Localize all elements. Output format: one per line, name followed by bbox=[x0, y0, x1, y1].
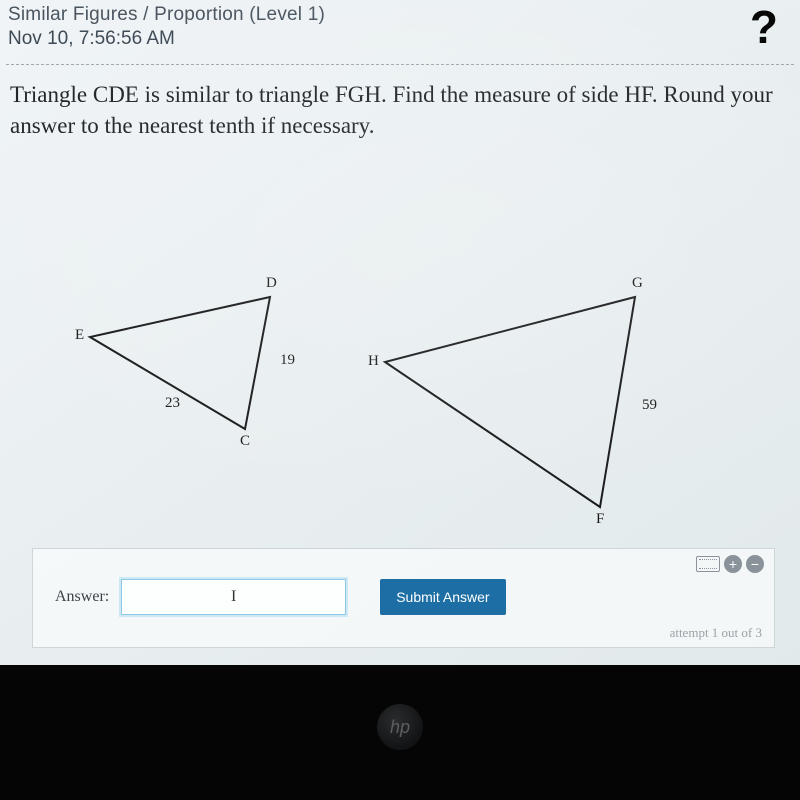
hp-logo-icon: hp bbox=[377, 704, 423, 750]
breadcrumb: Similar Figures / Proportion (Level 1) bbox=[8, 4, 792, 26]
screen: Similar Figures / Proportion (Level 1) N… bbox=[0, 0, 800, 800]
timestamp: Nov 10, 7:56:56 AM bbox=[8, 28, 792, 50]
side-label-ec: 23 bbox=[165, 395, 180, 412]
section-divider bbox=[6, 64, 794, 65]
attempt-counter: attempt 1 out of 3 bbox=[670, 625, 762, 641]
panel-tools: + − bbox=[696, 555, 764, 573]
zoom-in-icon[interactable]: + bbox=[724, 555, 742, 573]
vertex-label-g: G bbox=[632, 275, 643, 292]
vertex-label-c: C bbox=[240, 433, 250, 450]
answer-panel: + − Answer: Submit Answer attempt 1 out … bbox=[32, 548, 775, 648]
side-label-dc: 19 bbox=[280, 352, 295, 369]
help-icon[interactable]: ? bbox=[750, 0, 778, 54]
keyboard-icon[interactable] bbox=[696, 556, 720, 572]
triangle-cde bbox=[0, 147, 800, 547]
answer-row: Answer: Submit Answer bbox=[33, 549, 774, 615]
figure-area: D E C 19 23 G H F 59 bbox=[0, 147, 800, 447]
page-header: Similar Figures / Proportion (Level 1) N… bbox=[0, 0, 800, 56]
vertex-label-e: E bbox=[75, 327, 84, 344]
zoom-out-icon[interactable]: − bbox=[746, 555, 764, 573]
vertex-label-f: F bbox=[596, 511, 604, 528]
answer-label: Answer: bbox=[55, 588, 109, 606]
submit-button[interactable]: Submit Answer bbox=[380, 579, 505, 615]
question-text: Triangle CDE is similar to triangle FGH.… bbox=[0, 79, 800, 141]
vertex-label-d: D bbox=[266, 275, 277, 292]
laptop-bezel: hp bbox=[0, 665, 800, 800]
side-label-gf: 59 bbox=[642, 397, 657, 414]
answer-input[interactable] bbox=[121, 579, 346, 615]
vertex-label-h: H bbox=[368, 353, 379, 370]
